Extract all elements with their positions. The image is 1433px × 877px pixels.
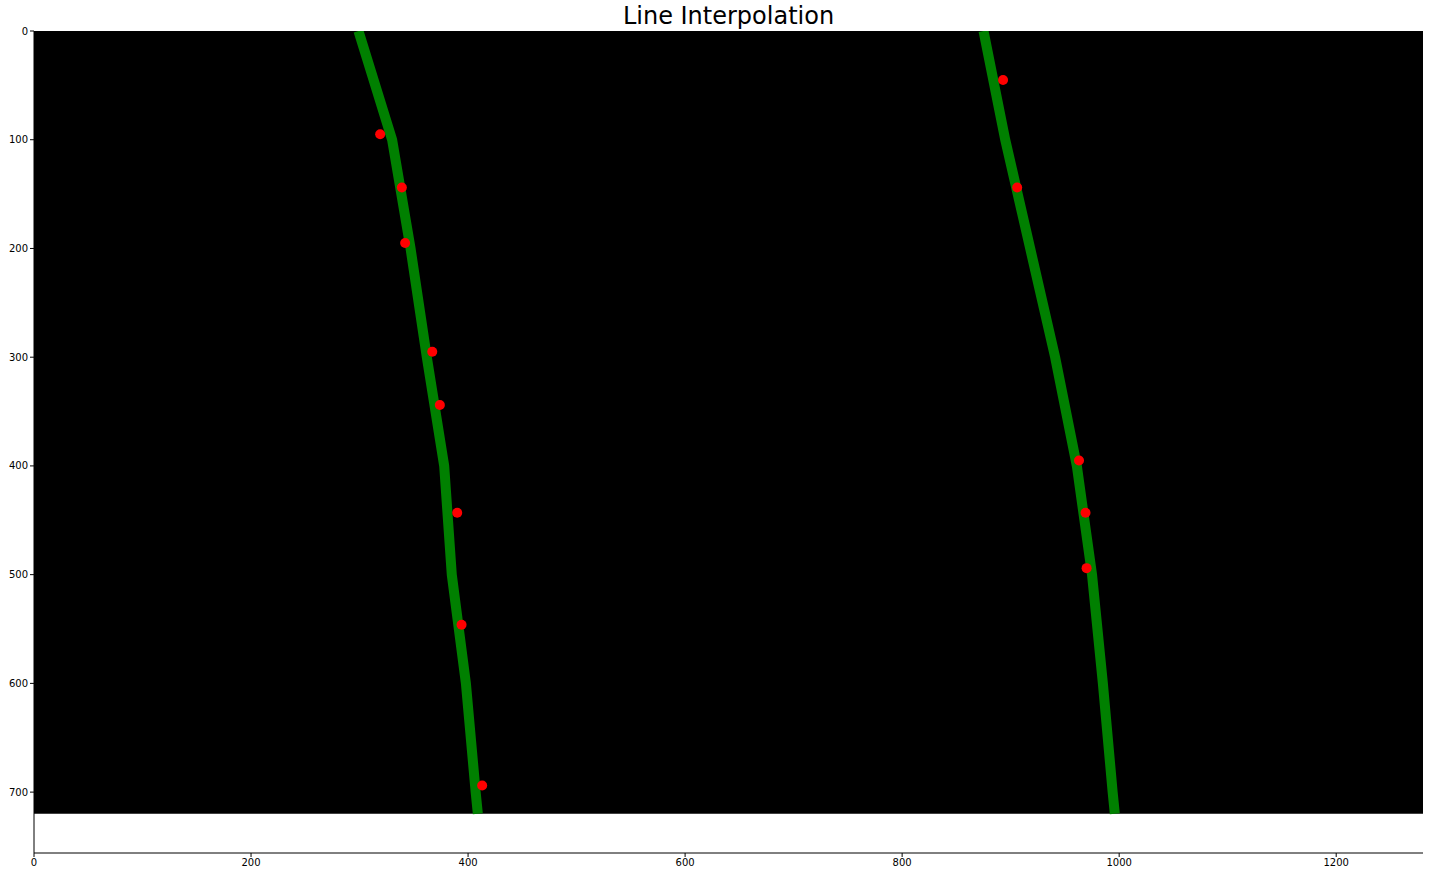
svg-text:1000: 1000 (1106, 857, 1131, 868)
svg-text:100: 100 (9, 134, 28, 145)
svg-text:800: 800 (893, 857, 912, 868)
svg-text:0: 0 (31, 857, 37, 868)
svg-text:700: 700 (9, 787, 28, 798)
svg-text:200: 200 (241, 857, 260, 868)
svg-text:500: 500 (9, 569, 28, 580)
svg-text:300: 300 (9, 352, 28, 363)
svg-text:0: 0 (22, 26, 28, 37)
svg-text:400: 400 (9, 460, 28, 471)
html-text:Line Interpolation: Line Interpolation (622, 2, 835, 30)
svg-text:200: 200 (9, 243, 28, 254)
svg-text:600: 600 (9, 678, 28, 689)
svg-text:400: 400 (459, 857, 478, 868)
svg-text:600: 600 (676, 857, 695, 868)
svg-text:1200: 1200 (1323, 857, 1348, 868)
